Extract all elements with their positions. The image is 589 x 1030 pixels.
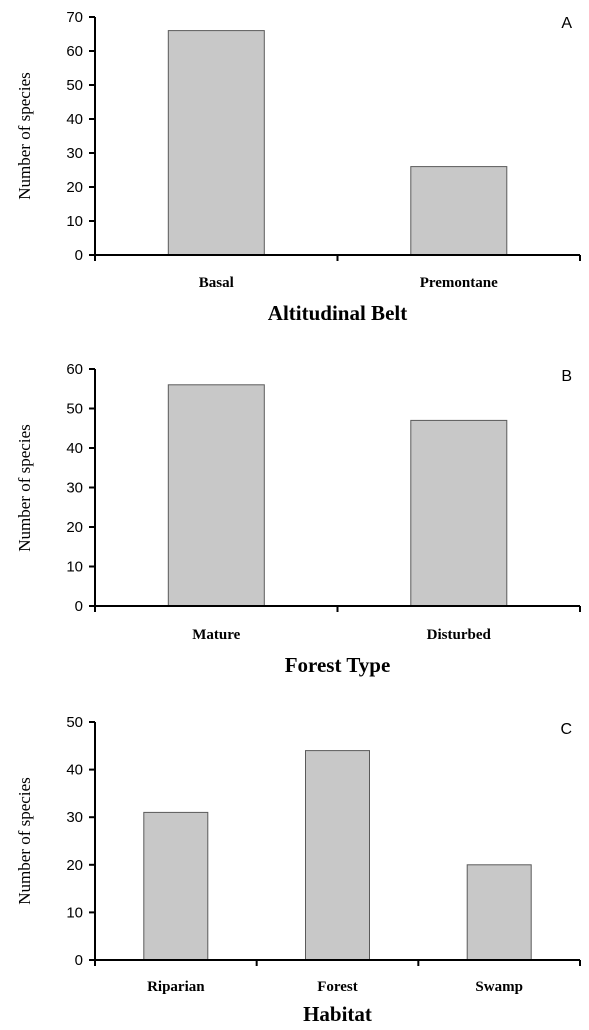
x-axis-title: Habitat bbox=[303, 1002, 372, 1026]
y-tick-label: 40 bbox=[66, 111, 83, 128]
bar-mature bbox=[167, 384, 265, 607]
chart-panel-b: 0 10 20 30 40 50 60 Mature Disturbed Forest Type N… bbox=[15, 361, 581, 677]
x-tick-label-premontane: Premontane bbox=[420, 275, 498, 291]
y-tick-label: 60 bbox=[66, 361, 83, 378]
y-tick-label: 30 bbox=[66, 809, 83, 826]
y-tick-label: 40 bbox=[66, 762, 83, 779]
chart-panel-c: 0 10 20 30 40 50 Riparian Forest Swamp Habitat Num… bbox=[15, 714, 581, 1026]
y-tick-label: 50 bbox=[66, 714, 83, 731]
y-axis-title: Number of species bbox=[15, 777, 34, 904]
y-tick-label: 50 bbox=[66, 401, 83, 418]
y-axis-title: Number of species bbox=[15, 424, 34, 551]
panel-letter: C bbox=[560, 721, 572, 738]
x-axis-title: Altitudinal Belt bbox=[268, 301, 407, 325]
x-tick-label-forest: Forest bbox=[317, 979, 358, 995]
bar-swamp bbox=[466, 864, 532, 961]
y-tick-label: 30 bbox=[66, 480, 83, 497]
y-tick-label: 20 bbox=[66, 179, 83, 196]
y-tick-label: 0 bbox=[75, 952, 83, 969]
y-tick-label: 20 bbox=[66, 519, 83, 536]
x-tick-label-disturbed: Disturbed bbox=[427, 627, 492, 643]
y-tick-label: 40 bbox=[66, 440, 83, 457]
x-axis-title: Forest Type bbox=[285, 653, 391, 677]
y-tick-label: 10 bbox=[66, 904, 83, 921]
x-tick-label-swamp: Swamp bbox=[475, 979, 523, 995]
y-axis-title: Number of species bbox=[15, 72, 34, 199]
chart-panel-a: 0 10 20 30 40 50 60 70 Basal Premontane Altitudina… bbox=[15, 9, 581, 325]
bar-riparian bbox=[143, 811, 209, 961]
y-tick-label: 0 bbox=[75, 247, 83, 264]
y-tick-label: 60 bbox=[66, 43, 83, 60]
bar-disturbed bbox=[410, 419, 508, 607]
y-tick-label: 10 bbox=[66, 213, 83, 230]
y-tick-label: 10 bbox=[66, 559, 83, 576]
y-tick-label: 50 bbox=[66, 77, 83, 94]
x-tick-label-mature: Mature bbox=[192, 627, 240, 643]
bar-basal bbox=[167, 30, 265, 256]
y-tick-label: 20 bbox=[66, 857, 83, 874]
x-tick-label-riparian: Riparian bbox=[147, 979, 205, 995]
x-tick-label-basal: Basal bbox=[199, 275, 234, 291]
panel-letter: B bbox=[561, 368, 572, 385]
bar-premontane bbox=[410, 166, 508, 256]
y-tick-label: 0 bbox=[75, 598, 83, 615]
bar-forest bbox=[305, 750, 370, 961]
y-tick-label: 70 bbox=[66, 9, 83, 26]
panel-letter: A bbox=[561, 15, 572, 32]
y-tick-label: 30 bbox=[66, 145, 83, 162]
